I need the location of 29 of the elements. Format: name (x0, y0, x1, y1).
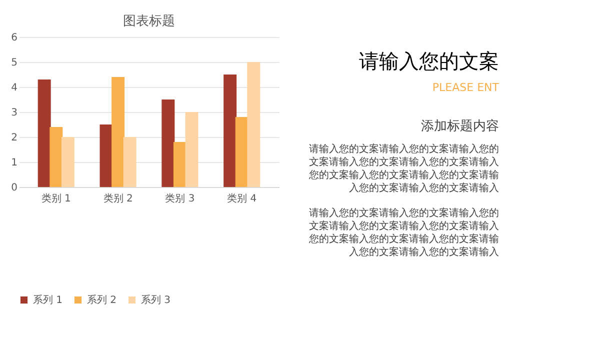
text: 请输入您的文案请输入您的文案请输入您的文案请输入您的文案请输入您的文案请输入您的文案输入您的文案请输入您的文案请输入您的文案请输入您的文案请输入 (308, 143, 499, 194)
text: 请输入您的文案请输入您的文案请输入您的文案请输入您的文案请输入您的文案请输入您的文案输入您的文案请输入您的文案请输入您的文案请输入您的文案请输入 (308, 207, 499, 258)
y-tick-label: 3 (11, 108, 18, 118)
bar (50, 127, 63, 187)
text: PLEASE ENT (432, 81, 500, 94)
y-tick-label: 2 (11, 132, 18, 144)
y-tick-label: 1 (11, 158, 18, 168)
legend-label: 系列 1 (33, 294, 63, 306)
bar (247, 62, 260, 187)
x-tick-label: 类别 4 (227, 192, 257, 204)
bar (185, 112, 198, 187)
text: 添加标题内容 (421, 118, 499, 134)
bar (224, 74, 237, 187)
bar (123, 137, 136, 187)
bar (112, 77, 125, 187)
chart-title: 图表标题 (123, 14, 175, 29)
x-tick-label: 类别 3 (165, 192, 195, 204)
bar (61, 137, 74, 187)
y-tick-label: 5 (11, 58, 18, 68)
y-tick-label: 6 (11, 32, 18, 44)
bar (38, 80, 51, 187)
bar (162, 100, 175, 187)
text: 请输入您的文案 (359, 49, 499, 73)
x-tick-label: 类别 2 (103, 192, 133, 204)
legend-label: 系列 2 (87, 294, 117, 306)
x-tick-label: 类别 1 (41, 192, 71, 204)
legend-label: 系列 3 (141, 294, 171, 306)
y-tick-label: 4 (11, 82, 18, 94)
y-tick-label: 0 (11, 182, 18, 194)
